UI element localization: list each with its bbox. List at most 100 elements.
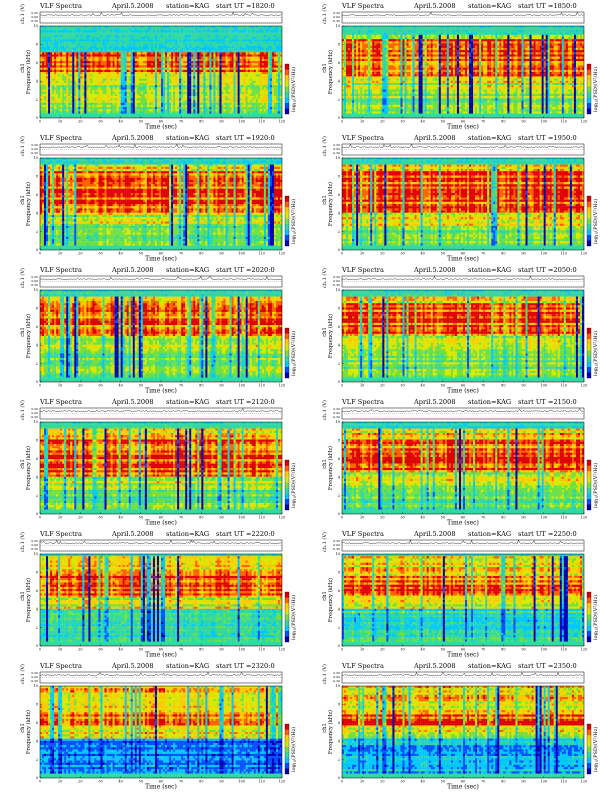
y-tick-label: 4 bbox=[36, 79, 38, 83]
x-tick-label: 70 bbox=[481, 252, 485, 256]
x-tick-label: 80 bbox=[199, 648, 203, 652]
colorbar-segment bbox=[587, 746, 591, 752]
y-tick-label: 0 bbox=[338, 380, 340, 384]
spectrogram-panel: VLF Spectra April.5.2008 station=KAG start … bbox=[302, 662, 602, 790]
x-tick-label: 50 bbox=[441, 780, 445, 784]
colorbar-segment bbox=[285, 482, 289, 488]
colorbar-segment bbox=[587, 620, 591, 626]
colorbar-segment bbox=[285, 636, 289, 642]
x-tick-label: 30 bbox=[400, 252, 404, 256]
colorbar-segment bbox=[587, 460, 591, 466]
x-axis-label: Time (sec) bbox=[145, 124, 177, 131]
x-tick-label: 30 bbox=[98, 780, 102, 784]
x-tick-label: 20 bbox=[380, 120, 384, 124]
colorbar-label: log10(PSD)(V2/Hz) bbox=[290, 331, 297, 376]
colorbar-segment bbox=[587, 631, 591, 637]
colorbar-label: log10(PSD)(V2/Hz) bbox=[592, 67, 599, 112]
x-tick-label: 50 bbox=[441, 516, 445, 520]
x-tick-label: 20 bbox=[380, 384, 384, 388]
x-tick-label: 110 bbox=[561, 780, 567, 784]
colorbar-segment bbox=[285, 345, 289, 351]
amplitude-axis-label: ch.1 (V) bbox=[19, 4, 26, 24]
y-tick-label: 6 bbox=[36, 61, 38, 65]
x-tick-label: 90 bbox=[521, 648, 525, 652]
x-axis-label: Time (sec) bbox=[447, 652, 479, 659]
colorbar-segment bbox=[285, 213, 289, 219]
y-tick-label: 8 bbox=[36, 175, 38, 179]
x-tick-label: 0 bbox=[39, 252, 41, 256]
y-tick-label: 0 bbox=[36, 512, 38, 516]
colorbar-label: log10(PSD)(V2/Hz) bbox=[592, 463, 599, 508]
spectrogram-panel: VLF Spectra April.5.2008 station=KAG start … bbox=[0, 662, 300, 790]
x-tick-label: 30 bbox=[400, 516, 404, 520]
x-tick-label: 10 bbox=[58, 120, 62, 124]
y-tick-label: 0 bbox=[36, 248, 38, 252]
y-tick-label: 10 bbox=[34, 156, 38, 160]
amplitude-axis-label: ch.1 (V) bbox=[19, 136, 26, 156]
x-tick-label: 120 bbox=[279, 384, 285, 388]
spectrogram-heatmap bbox=[40, 422, 282, 514]
x-tick-label: 70 bbox=[179, 648, 183, 652]
x-tick-label: 40 bbox=[421, 252, 425, 256]
x-tick-label: 40 bbox=[421, 648, 425, 652]
y-tick-label: 6 bbox=[338, 325, 340, 329]
x-tick-label: 90 bbox=[521, 120, 525, 124]
spectrogram-heatmap bbox=[342, 26, 584, 118]
colorbar-segment bbox=[587, 229, 591, 235]
y-tick-label: 8 bbox=[338, 43, 340, 47]
colorbar-segment bbox=[285, 730, 289, 736]
amplitude-tick-label: -0.30 bbox=[332, 19, 340, 23]
x-tick-label: 110 bbox=[259, 648, 265, 652]
x-tick-label: 100 bbox=[238, 648, 244, 652]
spectrogram-heatmap bbox=[40, 686, 282, 778]
x-tick-label: 50 bbox=[441, 648, 445, 652]
colorbar-segment bbox=[285, 504, 289, 510]
colorbar-segment bbox=[587, 768, 591, 774]
y-tick-label: 2 bbox=[36, 362, 38, 366]
x-tick-label: 10 bbox=[58, 648, 62, 652]
x-tick-label: 100 bbox=[238, 780, 244, 784]
amplitude-tick-label: -0.30 bbox=[332, 547, 340, 551]
x-tick-label: 90 bbox=[219, 252, 223, 256]
x-tick-label: 120 bbox=[279, 780, 285, 784]
colorbar-segment bbox=[587, 64, 591, 70]
x-tick-label: 120 bbox=[581, 120, 587, 124]
x-tick-label: 80 bbox=[501, 780, 505, 784]
y-tick-label: 2 bbox=[36, 494, 38, 498]
colorbar-segment bbox=[587, 328, 591, 334]
x-tick-label: 40 bbox=[119, 648, 123, 652]
x-tick-label: 80 bbox=[501, 516, 505, 520]
y-tick-label: 4 bbox=[338, 343, 340, 347]
x-tick-label: 90 bbox=[521, 252, 525, 256]
amplitude-tick-label: -0.30 bbox=[30, 151, 38, 155]
x-tick-label: 120 bbox=[581, 384, 587, 388]
spectrogram-panel: VLF Spectra April.5.2008 station=KAG start … bbox=[302, 398, 602, 526]
y-tick-label: 10 bbox=[34, 684, 38, 688]
x-axis-label: Time (sec) bbox=[447, 124, 479, 131]
spectrogram-panel: VLF Spectra April.5.2008 station=KAG start … bbox=[302, 530, 602, 658]
y-tick-label: 6 bbox=[338, 193, 340, 197]
x-axis-label: Time (sec) bbox=[447, 520, 479, 527]
x-tick-label: 20 bbox=[380, 780, 384, 784]
colorbar-segment bbox=[587, 741, 591, 747]
colorbar-segment bbox=[587, 603, 591, 609]
x-tick-label: 50 bbox=[139, 252, 143, 256]
x-tick-label: 0 bbox=[341, 384, 343, 388]
x-tick-label: 20 bbox=[78, 780, 82, 784]
y-tick-label: 8 bbox=[338, 175, 340, 179]
y-axis-label: Frequency (kHz) bbox=[25, 446, 32, 490]
colorbar-segment bbox=[285, 108, 289, 114]
colorbar-segment bbox=[285, 196, 289, 202]
x-tick-label: 70 bbox=[179, 384, 183, 388]
x-tick-label: 70 bbox=[179, 780, 183, 784]
x-tick-label: 70 bbox=[481, 780, 485, 784]
x-tick-label: 80 bbox=[199, 120, 203, 124]
y-tick-label: 6 bbox=[338, 457, 340, 461]
colorbar-segment bbox=[587, 466, 591, 472]
y-tick-label: 10 bbox=[34, 24, 38, 28]
colorbar-segment bbox=[285, 757, 289, 763]
x-tick-label: 70 bbox=[481, 516, 485, 520]
